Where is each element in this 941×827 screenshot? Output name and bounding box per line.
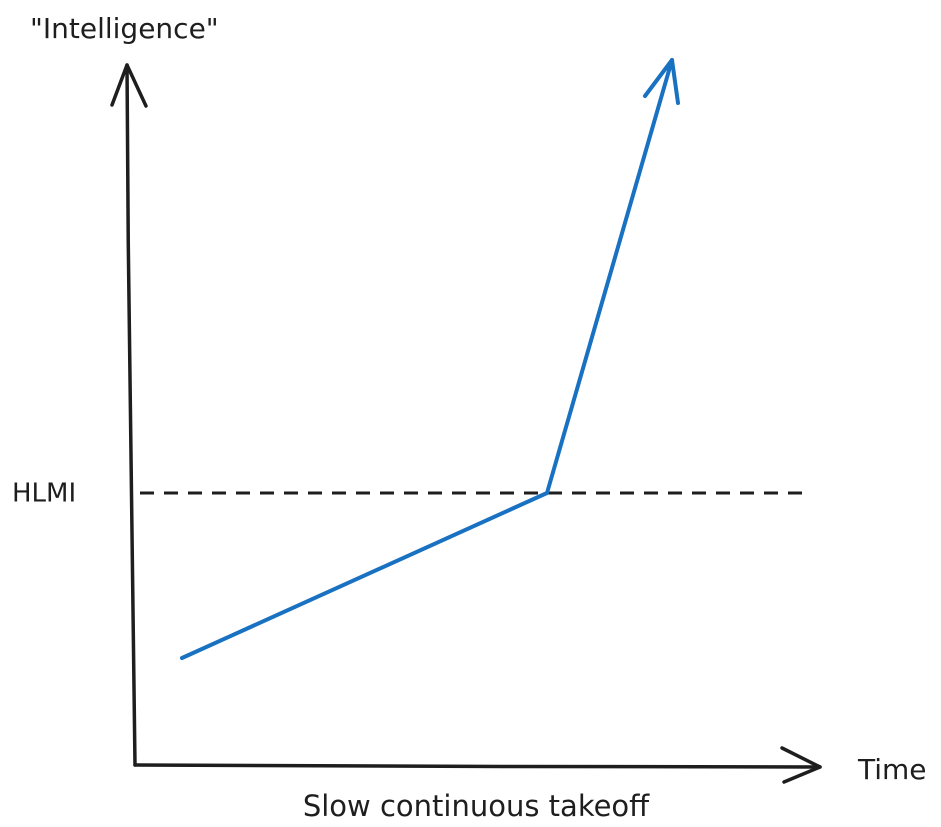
x-axis-line bbox=[133, 763, 822, 769]
y-axis-line bbox=[125, 63, 137, 767]
x-axis-arrowhead bbox=[780, 746, 822, 784]
x-axis-label: Time bbox=[857, 753, 927, 786]
y-axis bbox=[110, 63, 148, 767]
y-axis-label: "Intelligence" bbox=[30, 12, 219, 45]
caption: Slow continuous takeoff bbox=[303, 789, 650, 823]
trajectory-line bbox=[180, 58, 674, 660]
trajectory bbox=[180, 58, 680, 660]
y-axis-arrowhead bbox=[110, 63, 148, 108]
x-axis bbox=[133, 746, 822, 784]
trajectory-arrowhead bbox=[643, 58, 680, 105]
threshold-label: HLMI bbox=[12, 479, 76, 509]
